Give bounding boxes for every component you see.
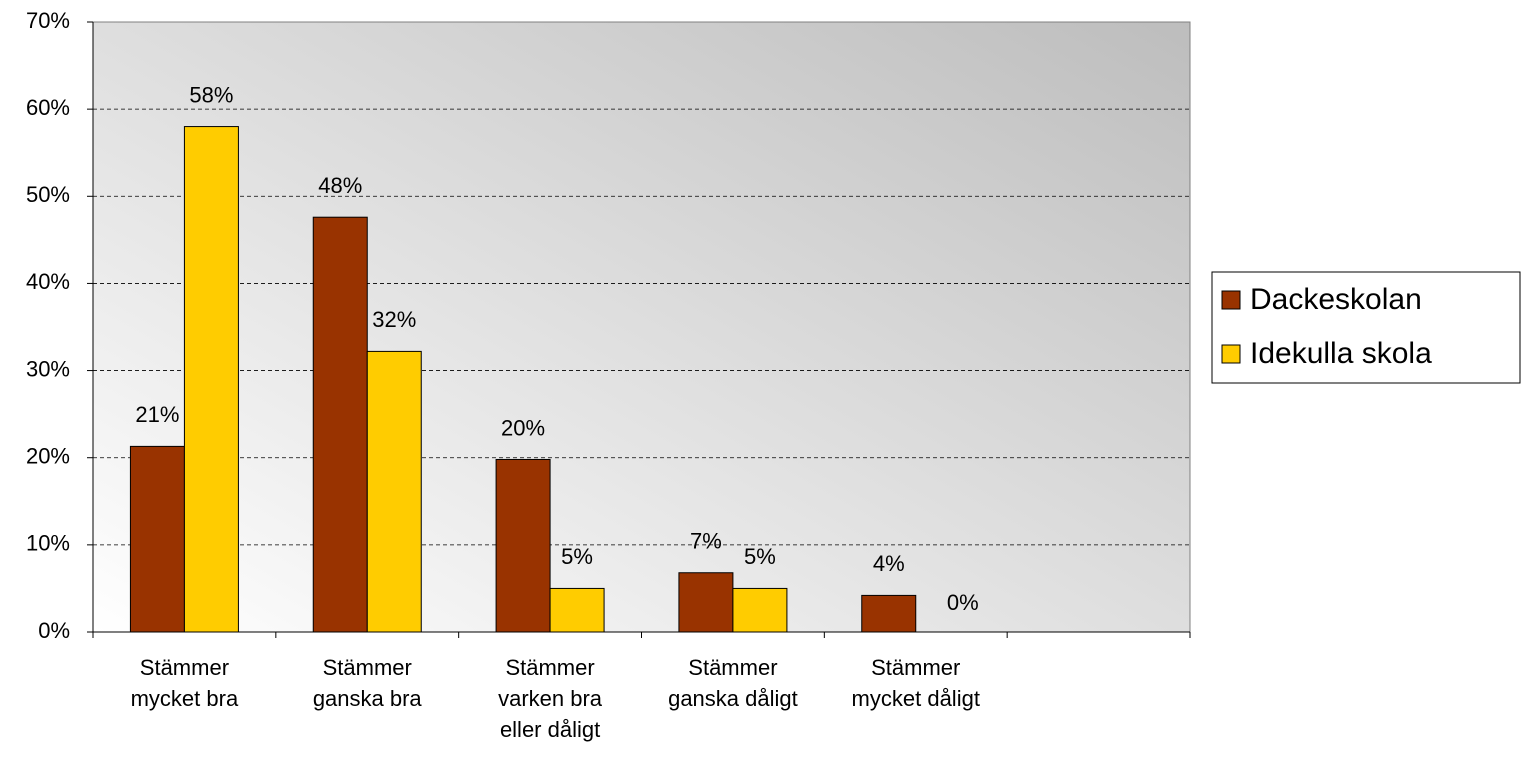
y-tick-label: 60% xyxy=(26,95,70,120)
x-tick-label: Stämmer ganska bra xyxy=(312,655,422,711)
x-tick-label: Stämmer mycket dåligt xyxy=(851,655,980,711)
y-tick-label: 10% xyxy=(26,531,70,556)
data-label: 32% xyxy=(372,307,416,332)
y-tick-label: 50% xyxy=(26,182,70,207)
x-tick-label: Stämmer ganska dåligt xyxy=(668,655,798,711)
bar xyxy=(366,350,422,633)
bar xyxy=(678,572,734,633)
data-label: 20% xyxy=(501,415,545,440)
legend-box xyxy=(1211,271,1521,384)
y-tick-label: 70% xyxy=(26,8,70,33)
data-label: 7% xyxy=(690,529,722,554)
x-tick-label: Stämmer varken bra eller dåligt xyxy=(498,655,603,742)
legend-label: Dackeskolan xyxy=(1250,283,1422,316)
data-label: 0% xyxy=(947,590,979,615)
y-tick-label: 40% xyxy=(26,269,70,294)
legend-label: Idekulla skola xyxy=(1250,337,1432,370)
bar xyxy=(183,126,239,633)
data-label: 21% xyxy=(135,402,179,427)
data-label: 5% xyxy=(561,544,593,569)
legend-swatch xyxy=(1221,344,1241,364)
bar xyxy=(495,458,551,633)
x-tick-label: Stämmer mycket bra xyxy=(130,655,239,711)
bar xyxy=(312,216,368,633)
data-label: 5% xyxy=(744,544,776,569)
y-tick-label: 20% xyxy=(26,444,70,469)
bar xyxy=(732,587,788,633)
bar xyxy=(861,594,917,633)
data-label: 4% xyxy=(873,551,905,576)
plot-area xyxy=(92,21,1191,633)
legend-swatch xyxy=(1221,290,1241,310)
data-label: 48% xyxy=(318,173,362,198)
y-tick-label: 0% xyxy=(38,618,70,643)
data-label: 58% xyxy=(189,82,233,107)
bar xyxy=(129,445,185,633)
y-tick-label: 30% xyxy=(26,356,70,381)
bar xyxy=(549,587,605,633)
